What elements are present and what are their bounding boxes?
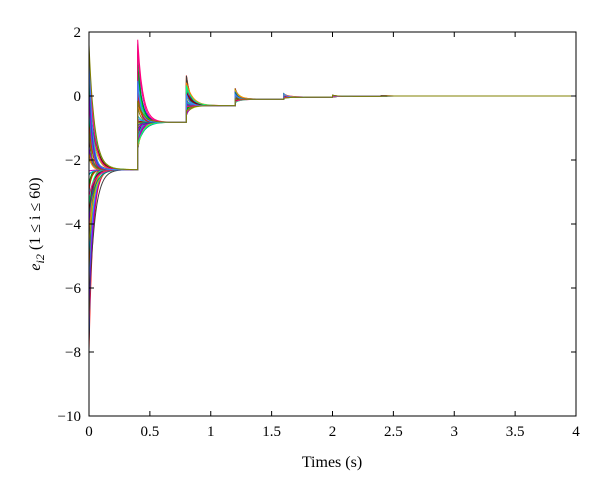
x-tick-label: 1.5 [262, 424, 281, 440]
series-line [88, 83, 576, 284]
series-line [88, 75, 576, 351]
series-line [88, 43, 576, 253]
series-line [88, 93, 576, 251]
series-line [88, 89, 576, 191]
y-tick-label: 0 [74, 89, 82, 105]
series-line [88, 92, 576, 270]
series-line [88, 49, 576, 171]
x-tick-label: 4 [572, 424, 580, 440]
x-tick-label: 2.5 [384, 424, 403, 440]
series-line [88, 82, 576, 225]
series-line [88, 64, 576, 171]
series-line [88, 67, 576, 175]
y-axis-label-sub: i2 [33, 254, 47, 263]
series-line [88, 81, 576, 342]
x-tick-label: 1 [207, 424, 215, 440]
series-line [88, 72, 576, 186]
y-axis-label-rest: (1 ≤ i ≤ 60) [27, 177, 44, 254]
y-tick-label: −6 [65, 281, 81, 297]
series-line [88, 93, 576, 196]
series-line [88, 95, 576, 295]
series-line [88, 58, 576, 206]
series-line [88, 65, 576, 171]
series-line [88, 95, 576, 176]
x-tick-label: 3.5 [506, 424, 525, 440]
series-line [88, 76, 576, 231]
series-line [88, 80, 576, 171]
series-line [88, 86, 576, 280]
plot-frame [88, 31, 577, 417]
series-line [88, 88, 576, 172]
y-tick-label: 2 [74, 25, 82, 41]
series-line [88, 90, 576, 305]
series-line [88, 86, 576, 171]
x-tick-label: 2 [329, 424, 337, 440]
series-line [88, 45, 576, 171]
series-line [88, 60, 576, 342]
x-axis: 0 0.5 1 1.5 2 2.5 3 3.5 4 [85, 32, 580, 440]
y-tick-label: −4 [65, 217, 81, 233]
series-line [88, 95, 576, 214]
series-line [88, 68, 576, 320]
series-line [88, 88, 576, 171]
series-line [88, 80, 576, 171]
y-axis: −10 −8 −6 −4 −2 0 2 [58, 25, 576, 425]
series-line [88, 71, 576, 284]
series-line [88, 88, 576, 330]
series-line [88, 51, 576, 236]
series-line [88, 92, 576, 171]
series-line [88, 39, 576, 171]
series-line [88, 90, 576, 291]
y-tick-label: −10 [58, 409, 81, 425]
series-line [88, 74, 576, 194]
x-tick-label: 0 [85, 424, 93, 440]
series-line [88, 80, 576, 256]
series-line [88, 94, 576, 171]
series-line [88, 92, 576, 171]
series-line [88, 44, 576, 171]
series-line [88, 91, 576, 243]
series-line [88, 87, 576, 171]
series-line [88, 82, 576, 243]
series-layer [88, 39, 576, 351]
series-line [88, 60, 576, 171]
series-line [88, 94, 576, 211]
series-line [88, 64, 576, 171]
y-axis-label: ei2 (1 ≤ i ≤ 60) [27, 177, 47, 270]
y-tick-label: −8 [65, 345, 81, 361]
series-line [88, 86, 576, 171]
series-line [88, 95, 576, 171]
x-tick-label: 3 [451, 424, 459, 440]
x-axis-label: Times (s) [302, 454, 362, 471]
y-tick-label: −2 [65, 153, 81, 169]
series-line [88, 88, 576, 171]
series-line [88, 89, 576, 171]
series-line [88, 95, 576, 309]
series-line [88, 90, 576, 171]
series-line [88, 95, 576, 263]
x-tick-label: 0.5 [141, 424, 160, 440]
y-axis-label-main: e [27, 263, 44, 270]
